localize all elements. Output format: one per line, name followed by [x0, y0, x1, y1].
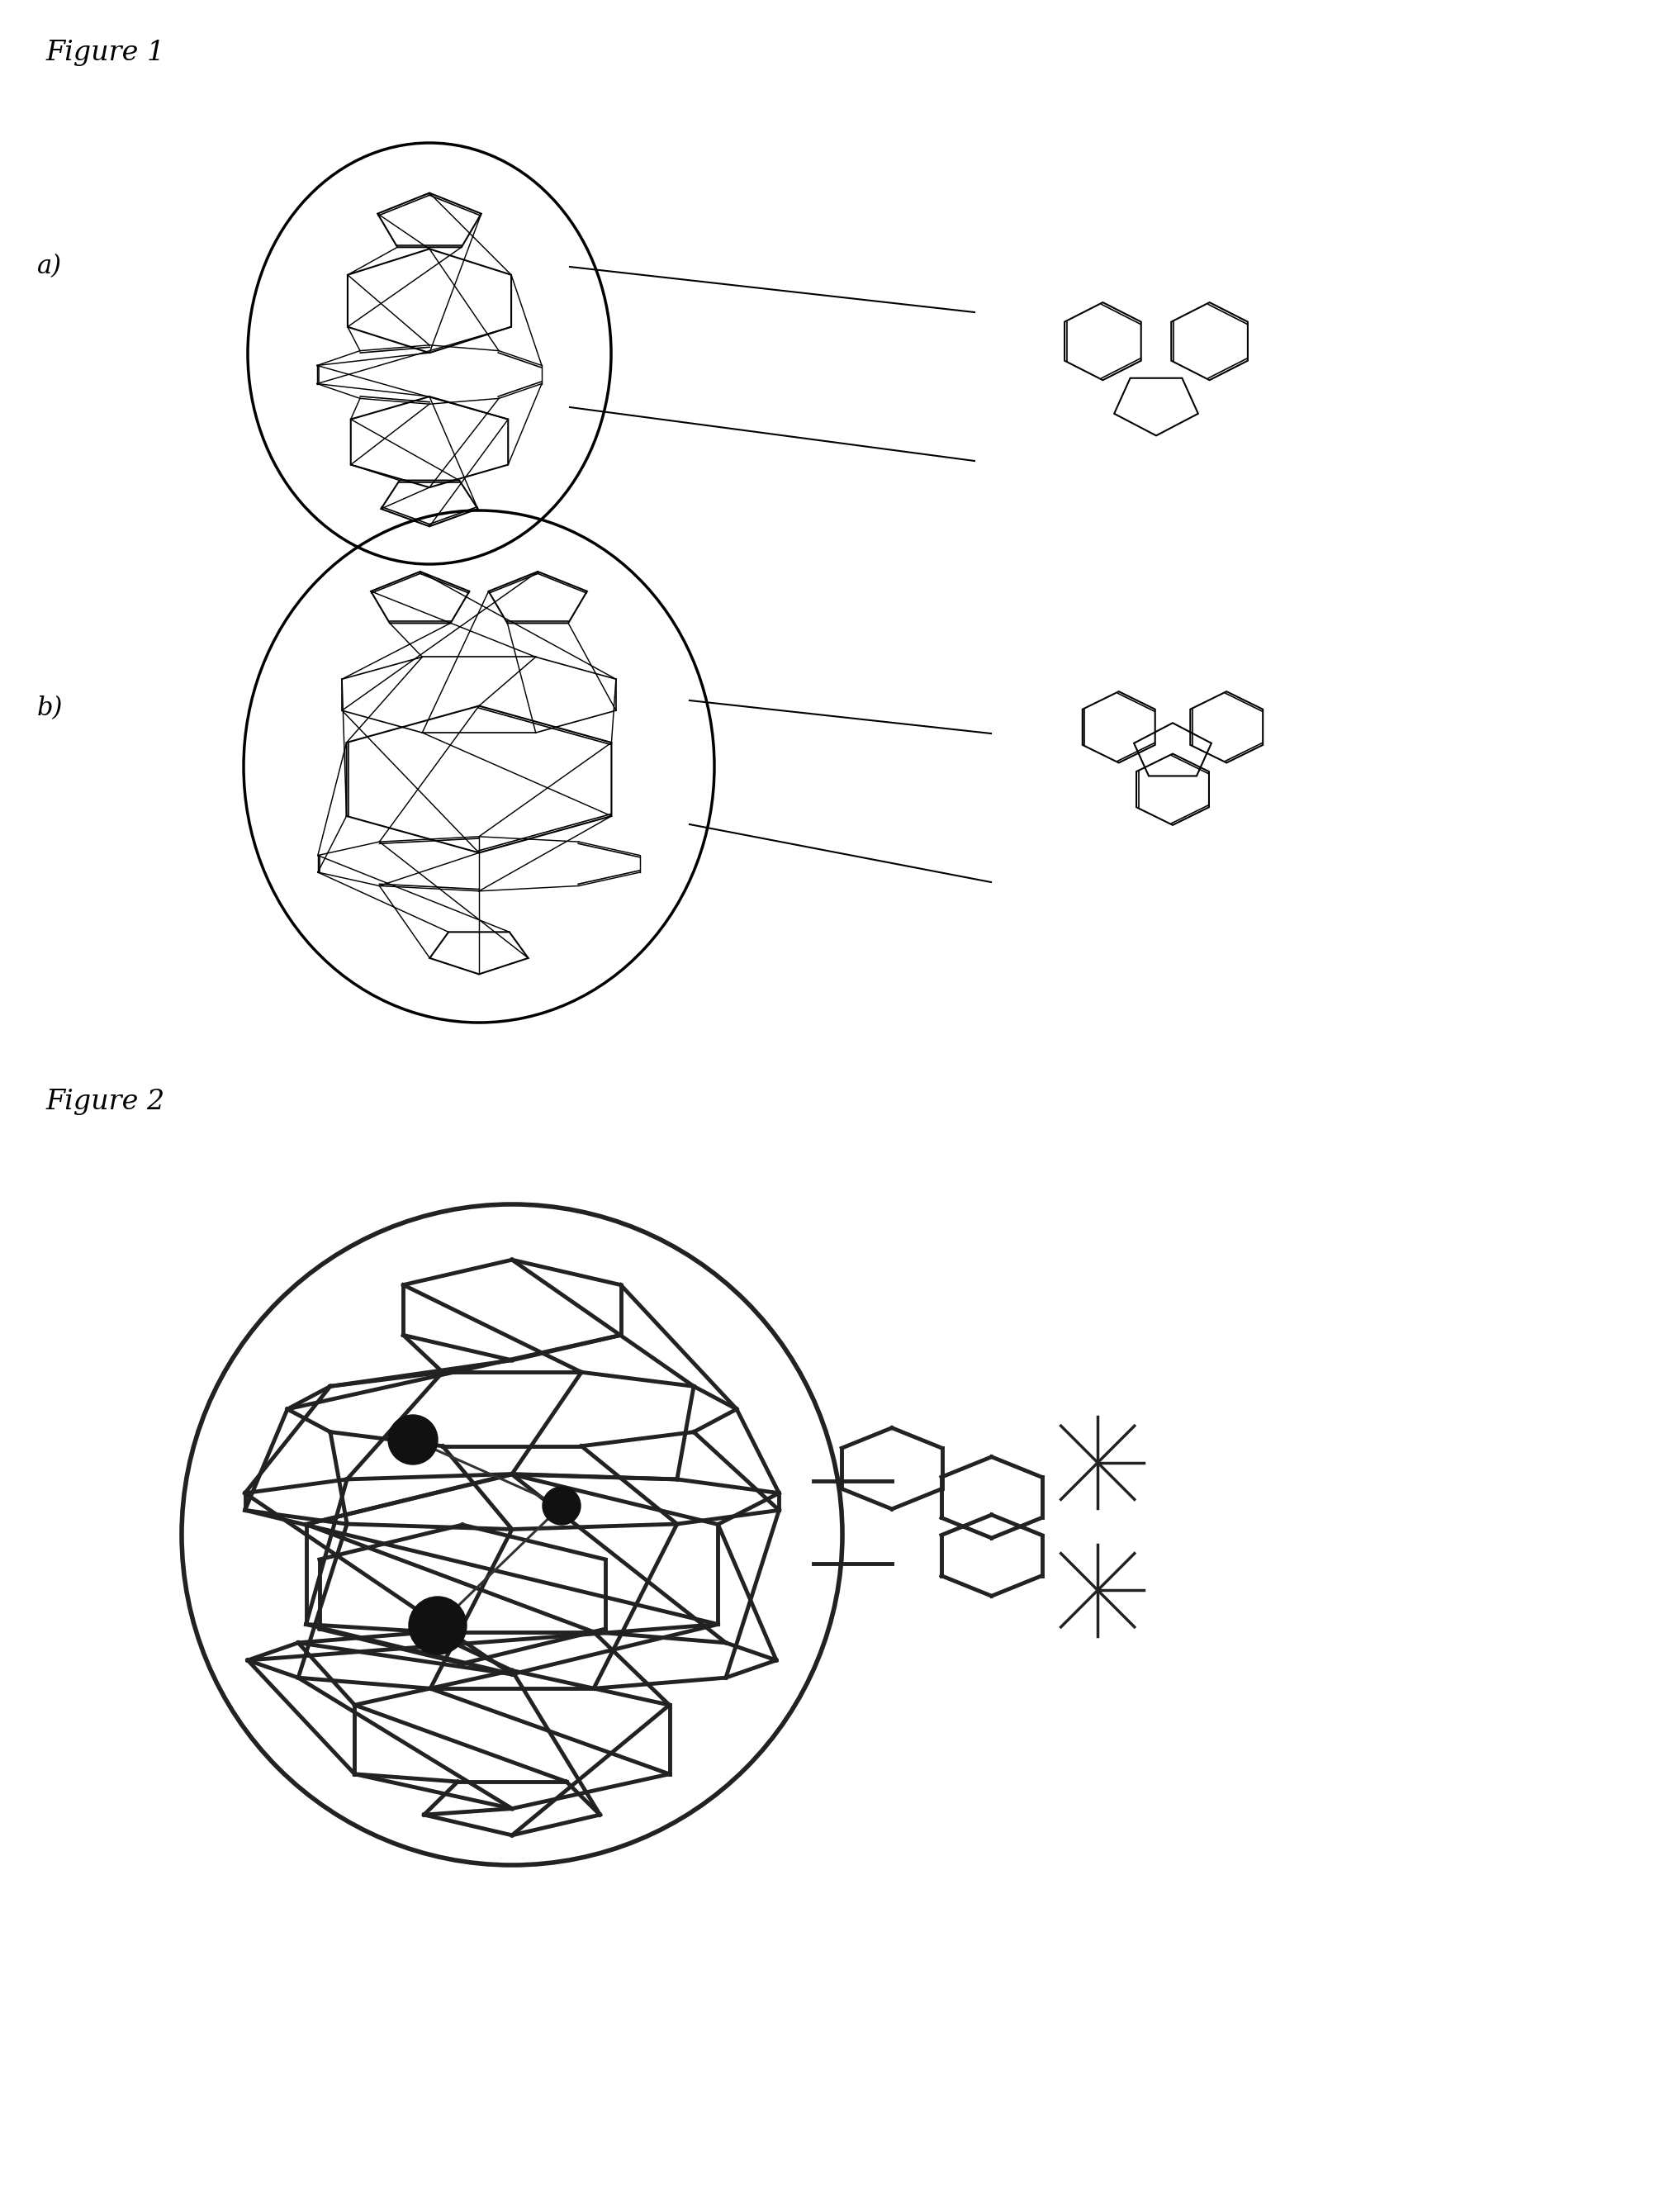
Text: Figure 1: Figure 1 — [45, 40, 165, 66]
Text: b): b) — [37, 697, 63, 721]
Text: Figure 2: Figure 2 — [45, 1088, 165, 1115]
Text: a): a) — [37, 254, 62, 279]
Circle shape — [389, 1416, 437, 1464]
Circle shape — [409, 1597, 467, 1655]
Circle shape — [542, 1486, 581, 1524]
